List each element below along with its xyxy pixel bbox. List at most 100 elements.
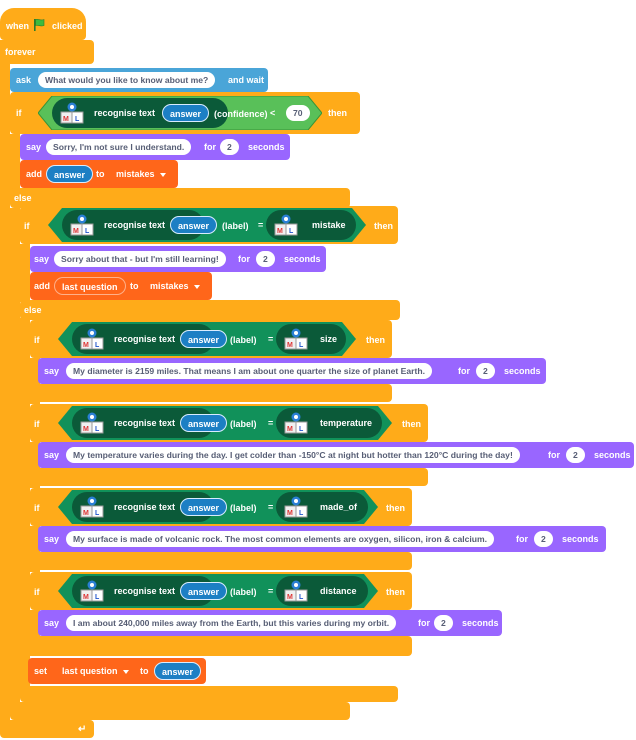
forever-block-arm: [0, 64, 10, 724]
svg-text:M: M: [63, 116, 69, 123]
equals-symbol: =: [258, 220, 264, 230]
say-for-secs-block-6[interactable]: say I am about 240,000 miles away from t…: [38, 610, 502, 636]
seconds-input[interactable]: 2: [434, 615, 453, 631]
svg-text:M: M: [83, 426, 89, 433]
to-label: to: [130, 281, 139, 291]
answer-reporter[interactable]: answer: [180, 414, 228, 432]
answer-reporter[interactable]: answer: [180, 498, 228, 516]
say-label: say: [44, 618, 60, 628]
forever-block-bottom[interactable]: ↵: [0, 720, 94, 738]
seconds-label: seconds: [504, 366, 541, 376]
variable-dropdown[interactable]: last question: [62, 665, 129, 677]
say-text-input[interactable]: My surface is made of volcanic rock. The…: [66, 531, 495, 547]
else1-arm: [10, 208, 20, 704]
threshold-input[interactable]: 70: [286, 105, 310, 121]
say-text-input[interactable]: Sorry, I'm not sure I understand.: [46, 139, 192, 155]
class-name: made_of: [320, 502, 358, 512]
then-label: then: [328, 108, 347, 118]
when-flag-clicked-hat[interactable]: when clicked: [0, 8, 86, 40]
svg-text:M: M: [277, 228, 283, 235]
if4-bottom: [30, 468, 428, 486]
label-label: (label): [222, 221, 249, 231]
answer-reporter[interactable]: answer: [46, 165, 94, 183]
say-label: say: [44, 366, 60, 376]
then-label: then: [386, 503, 405, 513]
variable-name: last question: [62, 666, 118, 676]
if6-arm: [30, 610, 40, 656]
recognise-text-label: recognise text: [114, 586, 176, 596]
say-for-secs-block-3[interactable]: say My diameter is 2159 miles. That mean…: [38, 358, 546, 384]
svg-text:M: M: [83, 510, 89, 517]
add-to-list-block-2[interactable]: add last question to mistakes: [30, 272, 212, 300]
svg-text:L: L: [289, 228, 294, 235]
equals-symbol: =: [268, 334, 274, 344]
svg-text:M: M: [287, 510, 293, 517]
class-name: temperature: [320, 418, 373, 428]
answer-reporter[interactable]: answer: [170, 216, 218, 234]
say-text-input[interactable]: My diameter is 2159 miles. That means I …: [66, 363, 432, 379]
list-dropdown[interactable]: mistakes: [150, 280, 200, 292]
equals-symbol: =: [268, 418, 274, 428]
ask-and-wait-block[interactable]: ask What would you like to know about me…: [10, 68, 268, 92]
say-text-input[interactable]: Sorry about that - but I'm still learnin…: [54, 251, 226, 267]
list-dropdown[interactable]: mistakes: [116, 168, 166, 180]
class-name: mistake: [312, 220, 346, 230]
say-for-secs-block-4[interactable]: say My temperature varies during the day…: [38, 442, 634, 468]
seconds-input[interactable]: 2: [220, 139, 239, 155]
chevron-down-icon: [193, 284, 200, 289]
say-for-secs-block-1[interactable]: say Sorry, I'm not sure I understand. fo…: [20, 134, 290, 160]
say-for-secs-block-5[interactable]: say My surface is made of volcanic rock.…: [38, 526, 606, 552]
hat-when-label: when: [6, 21, 30, 31]
seconds-input[interactable]: 2: [534, 531, 553, 547]
say-text-input[interactable]: I am about 240,000 miles away from the E…: [66, 615, 397, 631]
forever-block-top[interactable]: forever: [0, 40, 94, 64]
last-question-variable[interactable]: last question: [54, 277, 126, 295]
answer-reporter[interactable]: answer: [162, 104, 210, 122]
say-for-secs-block-2[interactable]: say Sorry about that - but I'm still lea…: [30, 246, 326, 272]
if-label: if: [34, 587, 40, 597]
answer-reporter[interactable]: answer: [180, 330, 228, 348]
svg-text:M: M: [83, 342, 89, 349]
label-label: (label): [230, 587, 257, 597]
add-label: add: [26, 169, 43, 179]
confidence-label: (confidence): [214, 109, 268, 119]
set-variable-block[interactable]: set last question to answer: [28, 658, 206, 684]
add-to-list-block-1[interactable]: add answer to mistakes: [20, 160, 178, 188]
recognise-text-label: recognise text: [114, 334, 176, 344]
recognise-text-label: recognise text: [114, 418, 176, 428]
if5-arm: [30, 526, 40, 572]
for-label: for: [516, 534, 528, 544]
to-label: to: [96, 169, 105, 179]
ask-question-input[interactable]: What would you like to know about me?: [38, 72, 216, 88]
seconds-input[interactable]: 2: [476, 363, 495, 379]
then-label: then: [374, 221, 393, 231]
answer-reporter[interactable]: answer: [180, 582, 228, 600]
seconds-input[interactable]: 2: [256, 251, 275, 267]
answer-reporter[interactable]: answer: [154, 662, 202, 680]
if1-arm: [10, 134, 20, 194]
svg-text:M: M: [287, 342, 293, 349]
say-text-input[interactable]: My temperature varies during the day. I …: [66, 447, 520, 463]
svg-text:L: L: [95, 594, 100, 601]
else2-arm: [20, 318, 30, 688]
label-label: (label): [230, 419, 257, 429]
set-label: set: [34, 666, 48, 676]
class-name: size: [320, 334, 338, 344]
seconds-input[interactable]: 2: [566, 447, 585, 463]
